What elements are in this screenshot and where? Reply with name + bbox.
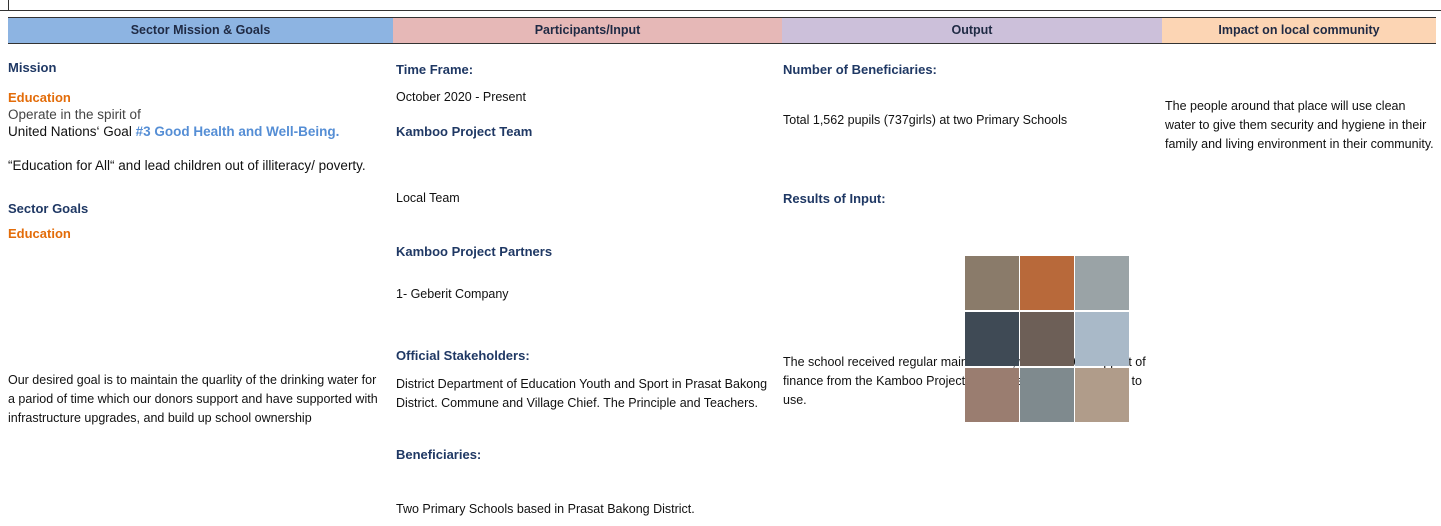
sector: Education xyxy=(8,88,71,107)
header-cell: Participants/Input xyxy=(393,17,782,44)
photo xyxy=(965,368,1019,422)
photo xyxy=(1020,312,1074,366)
heading: Time Frame: xyxy=(396,60,473,79)
text: 1- Geberit Company xyxy=(396,285,509,304)
highlight: #3 Good Health and Well-Being. xyxy=(136,124,340,139)
photo xyxy=(965,256,1019,310)
text: October 2020 - Present xyxy=(396,88,526,107)
photo xyxy=(1020,256,1074,310)
photo xyxy=(1075,368,1129,422)
top-rule xyxy=(0,10,1441,11)
photo xyxy=(965,312,1019,366)
photo xyxy=(1075,256,1129,310)
left-rule xyxy=(8,0,9,11)
text: United Nations‘ Goal xyxy=(8,124,136,139)
heading: Kamboo Project Partners xyxy=(396,242,552,261)
heading: Results of Input: xyxy=(783,189,886,208)
heading: Kamboo Project Team xyxy=(396,122,532,141)
sector: Education xyxy=(8,224,71,243)
photo xyxy=(1075,312,1129,366)
text: “Education for All“ and lead children ou… xyxy=(8,157,388,174)
text: District Department of Education Youth a… xyxy=(396,375,776,413)
header-cell: Sector Mission & Goals xyxy=(8,17,393,44)
text: Operate in the spirit of xyxy=(8,106,141,123)
heading: Official Stakeholders: xyxy=(396,346,530,365)
text: Our desired goal is to maintain the quar… xyxy=(8,371,386,428)
text: The people around that place will use cl… xyxy=(1165,97,1437,154)
header-cell: Output xyxy=(782,17,1162,44)
photo xyxy=(1020,368,1074,422)
heading: Mission xyxy=(8,58,56,77)
heading: Beneficiaries: xyxy=(396,445,481,464)
text: Total 1,562 pupils (737girls) at two Pri… xyxy=(783,111,1067,130)
header-cell: Impact on local community xyxy=(1162,17,1436,44)
goal-line: United Nations‘ Goal #3 Good Health and … xyxy=(8,123,378,140)
text: Two Primary Schools based in Prasat Bako… xyxy=(396,500,695,519)
heading: Number of Beneficiaries: xyxy=(783,60,937,79)
page: Sector Mission & Goals Participants/Inpu… xyxy=(0,0,1441,526)
text: Local Team xyxy=(396,189,460,208)
heading: Sector Goals xyxy=(8,199,88,218)
